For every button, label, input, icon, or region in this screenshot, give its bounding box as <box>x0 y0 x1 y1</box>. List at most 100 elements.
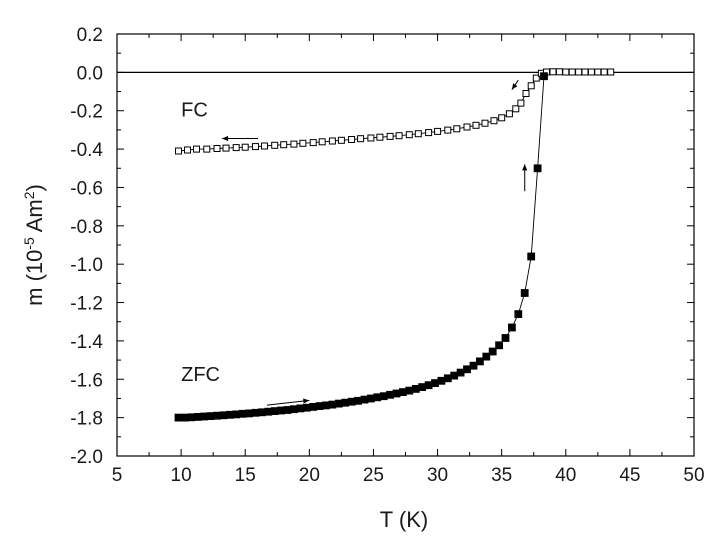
data-point-zfc <box>289 405 298 414</box>
data-point-zfc <box>309 402 318 411</box>
points-layer <box>174 68 615 422</box>
data-point-zfc <box>495 341 504 350</box>
data-point-zfc <box>347 397 356 406</box>
data-point-zfc <box>533 164 542 173</box>
data-point-zfc <box>360 395 369 404</box>
data-point-zfc <box>418 383 427 392</box>
data-point-zfc <box>540 72 548 81</box>
y-tick-label: -0.4 <box>70 140 103 161</box>
data-point-fc <box>328 137 336 145</box>
data-point-zfc <box>437 376 446 385</box>
x-tick-labels: 5 10 15 20 25 30 35 40 45 50 <box>112 465 705 486</box>
direction-arrow-head <box>511 83 518 90</box>
data-point-zfc <box>392 389 401 398</box>
data-point-zfc <box>270 407 279 416</box>
series-labels: FC ZFC <box>181 99 220 386</box>
series-label-zfc: ZFC <box>181 364 220 386</box>
data-point-fc <box>386 132 394 140</box>
data-point-fc <box>348 136 356 143</box>
data-point-fc <box>261 142 268 150</box>
data-point-fc <box>357 135 365 143</box>
data-point-fc <box>581 68 589 76</box>
data-point-fc <box>568 68 576 76</box>
x-tick-label: 35 <box>491 465 512 486</box>
data-point-fc <box>271 141 279 149</box>
data-point-zfc <box>475 357 484 366</box>
y-tick-label: -0.2 <box>70 102 103 123</box>
data-point-zfc <box>251 408 260 417</box>
data-point-fc <box>453 125 461 133</box>
data-point-fc <box>562 68 570 76</box>
data-point-fc <box>232 144 240 152</box>
data-point-fc <box>222 144 230 152</box>
data-point-zfc <box>232 410 241 419</box>
y-tick-label: -1.6 <box>70 370 103 391</box>
data-point-fc <box>512 105 520 113</box>
y-tick-labels: 0.2 0.0 -0.2 -0.4 -0.6 -0.8 -1.0 -1.2 -1.4 -1.6 -1… <box>70 25 103 468</box>
data-point-zfc <box>488 347 497 356</box>
data-point-zfc <box>328 400 337 409</box>
data-point-zfc <box>520 289 529 297</box>
data-point-zfc <box>398 388 407 397</box>
data-point-zfc <box>405 386 414 395</box>
data-point-zfc <box>514 310 523 319</box>
data-point-fc <box>337 136 345 144</box>
data-point-fc <box>594 68 602 76</box>
data-point-zfc <box>450 371 459 380</box>
data-point-fc <box>193 145 200 153</box>
y-tick-label: -1.2 <box>70 294 103 315</box>
data-point-zfc <box>373 393 382 402</box>
data-point-fc <box>555 68 563 76</box>
data-point-zfc <box>219 411 228 420</box>
data-point-zfc <box>322 401 330 410</box>
x-tick-label: 50 <box>683 465 704 486</box>
y-axis-title-exponent-1: -5 <box>21 237 37 250</box>
data-point-fc <box>463 123 471 131</box>
data-point-fc <box>299 139 307 147</box>
data-point-zfc <box>443 374 452 383</box>
data-point-zfc <box>174 413 183 422</box>
data-point-zfc <box>296 404 305 413</box>
data-point-zfc <box>257 408 266 417</box>
data-point-fc <box>472 121 480 129</box>
data-point-zfc <box>469 361 478 370</box>
data-point-zfc <box>264 407 273 416</box>
data-point-zfc <box>463 365 471 374</box>
data-point-fc <box>184 146 191 154</box>
data-point-zfc <box>424 381 433 390</box>
direction-arrow-shaft <box>266 399 310 406</box>
y-axis-title-unit: Am <box>22 199 47 237</box>
data-point-zfc <box>456 368 465 377</box>
x-tick-label: 15 <box>235 465 256 486</box>
data-point-fc <box>241 143 249 151</box>
data-point-zfc <box>238 409 247 418</box>
data-point-fc <box>587 68 595 76</box>
data-point-zfc <box>431 379 439 388</box>
data-point-fc <box>607 68 615 76</box>
direction-arrow-head <box>522 164 528 171</box>
data-point-fc <box>517 99 525 107</box>
y-tick-label: 0.2 <box>77 25 103 46</box>
data-point-zfc <box>315 402 324 411</box>
data-point-fc <box>175 147 182 155</box>
direction-arrow-head <box>222 135 229 142</box>
arrows-layer <box>222 79 528 406</box>
y-tick-label: 0.0 <box>77 63 103 84</box>
data-point-fc <box>527 82 535 90</box>
y-tick-label: -0.8 <box>70 217 103 238</box>
data-point-zfc <box>181 413 189 422</box>
y-tick-label: -2.0 <box>70 447 103 468</box>
x-tick-label: 45 <box>619 465 640 486</box>
data-point-fc <box>395 132 403 140</box>
y-tick-label: -1.4 <box>70 332 103 353</box>
y-tick-label: -1.8 <box>70 409 103 430</box>
data-point-zfc <box>200 412 209 421</box>
x-tick-label: 10 <box>171 465 192 486</box>
data-point-zfc <box>193 412 202 421</box>
data-point-zfc <box>386 390 395 399</box>
data-point-zfc <box>482 352 491 361</box>
data-point-zfc <box>354 396 363 405</box>
direction-arrow-head <box>303 398 310 404</box>
data-point-zfc <box>379 392 388 401</box>
